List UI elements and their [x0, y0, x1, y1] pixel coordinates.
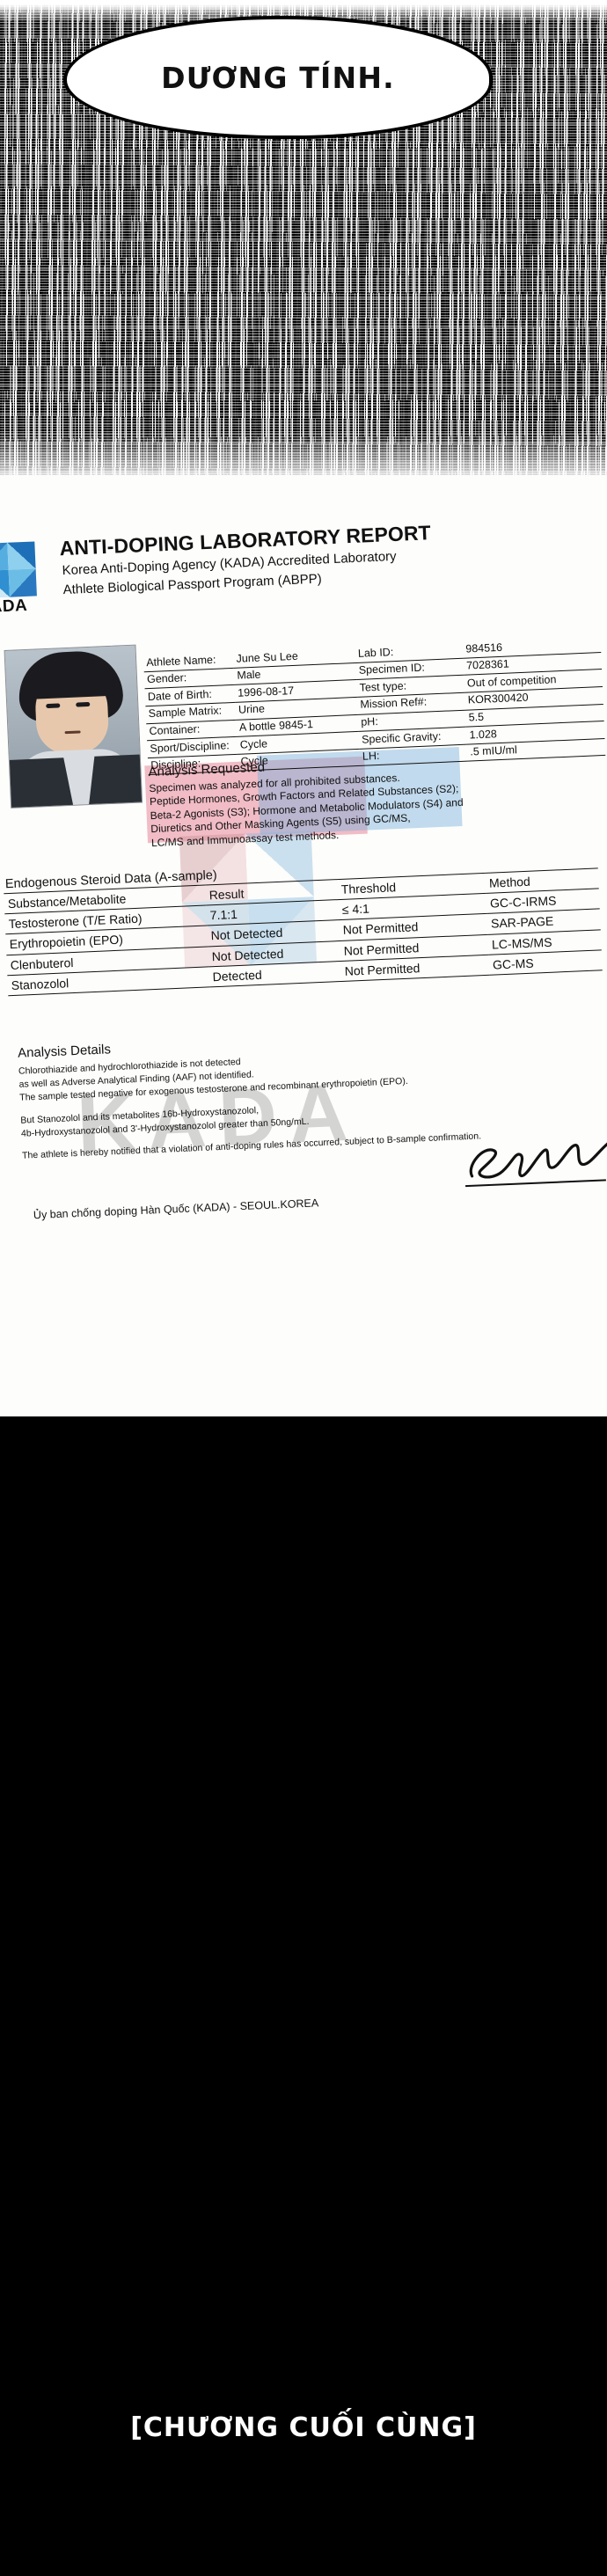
- panel-hatched-background: DƯƠNG TÍNH.: [0, 0, 607, 493]
- analysis-requested-block: Analysis Requested Specimen was analyzed…: [148, 746, 565, 850]
- kada-logo-label: KADA: [0, 596, 28, 618]
- end-chapter-caption: [CHƯƠNG CUỐI CÙNG]: [130, 2412, 477, 2443]
- report-footer-agency: Ủy ban chống doping Hàn Quốc (KADA) - SE…: [33, 1197, 319, 1222]
- black-gutter: [0, 1416, 607, 2576]
- steroid-table-cell: GC-MS: [488, 949, 603, 976]
- panel-lab-report: KADA KADA ANTI-DOPING LABORATORY REPORT …: [0, 475, 607, 1416]
- athlete-photo: [4, 644, 143, 809]
- speech-bubble-text: DƯƠNG TÍNH.: [161, 60, 395, 95]
- document-sheet: KADA KADA ANTI-DOPING LABORATORY REPORT …: [0, 475, 607, 1416]
- steroid-table-cell: Detected: [208, 961, 342, 987]
- signature-mark: [469, 1140, 607, 1179]
- analysis-details-heading: Analysis Details: [17, 1042, 112, 1061]
- kada-logo-icon: [0, 541, 37, 599]
- speech-bubble: DƯƠNG TÍNH.: [63, 16, 493, 139]
